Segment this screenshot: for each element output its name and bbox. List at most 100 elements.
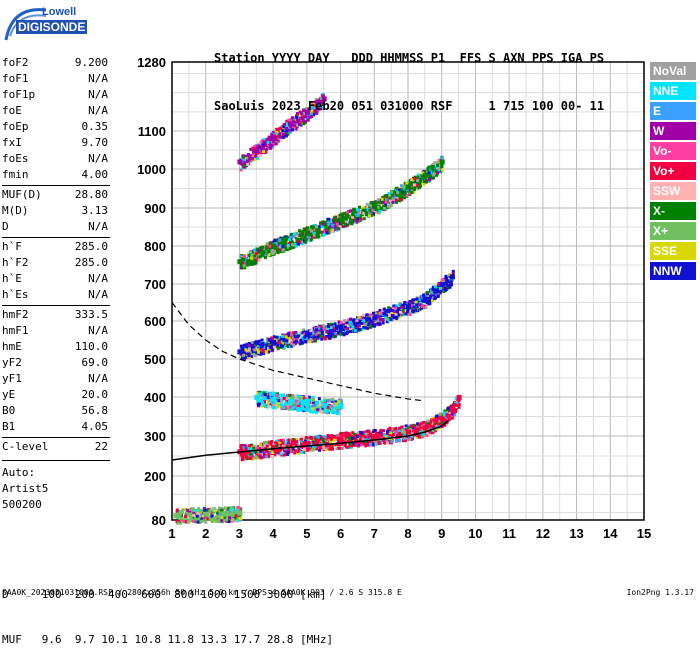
- echo-point: [192, 507, 196, 511]
- param-key: yF1: [2, 372, 22, 385]
- series-point: [254, 148, 260, 153]
- echo-point: [206, 517, 210, 521]
- echo-point: [270, 143, 274, 147]
- echo-point: [398, 302, 402, 306]
- echo-point: [309, 237, 313, 241]
- echo-point: [333, 322, 337, 326]
- echo-point: [285, 235, 289, 239]
- x-tick-label: 11: [502, 526, 516, 541]
- echo-point: [274, 338, 278, 342]
- echo-point: [337, 222, 341, 226]
- echo-point: [301, 237, 305, 241]
- echo-point: [200, 516, 204, 520]
- echo-point: [355, 220, 359, 224]
- param-value: 0.35: [81, 120, 109, 133]
- echo-point: [380, 438, 384, 442]
- echo-point: [263, 256, 267, 260]
- echo-point: [307, 107, 311, 111]
- echo-point: [220, 508, 224, 512]
- echo-point: [325, 325, 329, 329]
- echo-point: [350, 222, 354, 226]
- echo-point: [368, 432, 372, 436]
- echo-point: [342, 217, 346, 221]
- echo-point: [316, 408, 320, 412]
- echo-point: [349, 444, 353, 448]
- echo-point: [293, 342, 297, 346]
- echo-point: [420, 174, 424, 178]
- param-value: 9.200: [74, 56, 108, 69]
- echo-point: [264, 150, 268, 154]
- digisonde-logo: Lowell DIGISONDE: [2, 2, 92, 42]
- echo-point: [387, 313, 391, 317]
- echo-point: [286, 452, 290, 456]
- echo-point: [287, 449, 291, 453]
- echo-point: [310, 109, 314, 113]
- echo-point: [295, 442, 299, 446]
- echo-point: [296, 242, 300, 246]
- echo-point: [375, 319, 379, 323]
- echo-point: [304, 408, 308, 412]
- echo-point: [300, 402, 304, 406]
- echo-point: [346, 324, 350, 328]
- series-point: [203, 511, 209, 517]
- y-tick-label: 1280: [137, 55, 166, 70]
- echo-point: [220, 519, 224, 523]
- echo-point: [262, 140, 266, 144]
- echo-point: [309, 332, 313, 336]
- echo-point: [306, 398, 310, 402]
- echo-point: [255, 248, 259, 252]
- echo-point: [316, 405, 320, 409]
- series-point: [422, 172, 428, 178]
- echo-point: [421, 293, 425, 297]
- echo-point: [445, 408, 449, 412]
- echo-point: [370, 321, 374, 325]
- echo-point: [178, 511, 182, 515]
- echo-point: [366, 440, 370, 444]
- echo-point: [276, 139, 280, 143]
- echo-point: [337, 446, 341, 450]
- series-point: [304, 441, 310, 447]
- echo-point: [234, 517, 238, 521]
- echo-point: [204, 517, 208, 521]
- echo-point: [281, 248, 285, 252]
- echo-point: [286, 333, 290, 337]
- x-tick-label: 12: [536, 526, 550, 541]
- echo-point: [285, 341, 289, 345]
- echo-point: [347, 210, 351, 214]
- echo-point: [280, 344, 284, 348]
- param-value: 333.5: [74, 308, 108, 321]
- echo-point: [376, 205, 380, 209]
- param-key: h`F: [2, 240, 22, 253]
- echo-point: [312, 231, 316, 235]
- echo-point: [416, 175, 420, 179]
- echo-point: [442, 290, 446, 294]
- echo-point: [247, 158, 251, 162]
- param-key: h`Es: [2, 288, 29, 301]
- echo-point: [437, 166, 441, 170]
- echo-point: [417, 435, 421, 439]
- echo-point: [408, 312, 412, 316]
- echo-point: [257, 258, 261, 262]
- echo-point: [401, 185, 405, 189]
- echo-point: [381, 321, 385, 325]
- echo-point: [289, 333, 293, 337]
- echo-point: [262, 345, 266, 349]
- echo-point: [328, 329, 332, 333]
- echo-point: [390, 440, 394, 444]
- echo-point: [252, 352, 256, 356]
- echo-point: [354, 439, 358, 443]
- echo-point: [320, 337, 324, 341]
- echo-point: [377, 440, 381, 444]
- echo-point: [241, 159, 245, 163]
- echo-point: [405, 193, 409, 197]
- echo-point: [455, 401, 459, 405]
- param-value: 3.13: [81, 204, 109, 217]
- echo-point: [250, 260, 254, 264]
- echo-point: [430, 418, 434, 422]
- echo-point: [251, 340, 255, 344]
- echo-point: [355, 208, 359, 212]
- echo-point: [436, 294, 440, 298]
- echo-point: [359, 437, 363, 441]
- echo-point: [216, 509, 220, 513]
- echo-point: [311, 407, 315, 411]
